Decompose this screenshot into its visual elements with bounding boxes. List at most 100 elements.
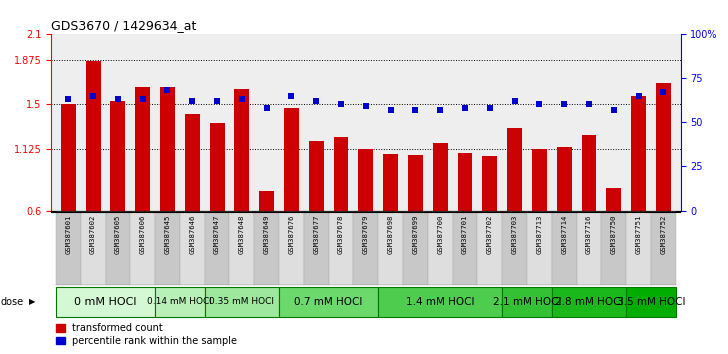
Text: GSM387676: GSM387676 — [288, 215, 294, 254]
Text: GSM387646: GSM387646 — [189, 215, 195, 254]
Point — [211, 98, 223, 104]
Bar — [408, 155, 423, 211]
Point — [608, 107, 620, 113]
Point — [534, 102, 545, 107]
Bar — [328, 212, 353, 285]
Text: 1.4 mM HOCl: 1.4 mM HOCl — [406, 297, 475, 307]
Bar — [383, 154, 398, 211]
Bar — [532, 149, 547, 211]
Text: GDS3670 / 1429634_at: GDS3670 / 1429634_at — [51, 19, 197, 33]
Text: 0 mM HOCl: 0 mM HOCl — [74, 297, 137, 307]
Text: GSM387605: GSM387605 — [115, 215, 121, 254]
Text: GSM387649: GSM387649 — [264, 215, 269, 254]
Point — [285, 93, 297, 98]
Bar — [379, 212, 403, 285]
Text: GSM387751: GSM387751 — [636, 215, 641, 254]
Bar — [185, 114, 199, 211]
Bar — [577, 212, 601, 285]
Text: GSM387699: GSM387699 — [412, 215, 419, 254]
Text: GSM387700: GSM387700 — [438, 215, 443, 254]
Bar — [333, 137, 349, 211]
Text: 0.14 mM HOCl: 0.14 mM HOCl — [148, 297, 213, 306]
Bar — [234, 89, 249, 211]
Text: 2.8 mM HOCl: 2.8 mM HOCl — [555, 297, 623, 307]
Point — [558, 102, 570, 107]
Bar — [606, 188, 621, 211]
Point — [87, 93, 99, 98]
Bar — [626, 287, 676, 317]
Text: GSM387752: GSM387752 — [660, 215, 666, 254]
Text: GSM387647: GSM387647 — [214, 215, 220, 254]
Bar — [527, 212, 552, 285]
Text: GSM387602: GSM387602 — [90, 215, 96, 254]
Point — [633, 93, 644, 98]
Bar — [304, 212, 328, 285]
Bar — [502, 287, 552, 317]
Bar — [557, 147, 571, 211]
Bar — [279, 212, 304, 285]
Point — [657, 89, 669, 95]
Text: 0.35 mM HOCl: 0.35 mM HOCl — [210, 297, 274, 306]
Text: GSM387702: GSM387702 — [487, 215, 493, 254]
Bar — [403, 212, 428, 285]
Point — [385, 107, 397, 113]
Bar — [155, 212, 180, 285]
Bar — [259, 190, 274, 211]
Bar — [130, 212, 155, 285]
Point — [335, 102, 347, 107]
Bar — [582, 135, 596, 211]
Bar — [111, 101, 125, 211]
Bar — [180, 212, 205, 285]
Point — [360, 103, 372, 109]
Bar — [552, 287, 626, 317]
Text: GSM387698: GSM387698 — [387, 215, 394, 254]
Text: dose: dose — [1, 297, 24, 307]
Point — [186, 98, 198, 104]
Text: 2.1 mM HOCl: 2.1 mM HOCl — [493, 297, 561, 307]
Bar — [210, 123, 224, 211]
Text: GSM387713: GSM387713 — [537, 215, 542, 254]
Bar — [483, 156, 497, 211]
Text: 0.7 mM HOCl: 0.7 mM HOCl — [294, 297, 363, 307]
Bar — [458, 153, 472, 211]
Bar — [56, 287, 155, 317]
Bar — [626, 212, 651, 285]
Text: GSM387716: GSM387716 — [586, 215, 592, 254]
Bar — [502, 212, 527, 285]
Bar — [432, 143, 448, 211]
Point — [583, 102, 595, 107]
Bar — [601, 212, 626, 285]
Bar — [160, 87, 175, 211]
Text: ▶: ▶ — [29, 297, 36, 306]
Bar — [61, 104, 76, 211]
Point — [261, 105, 272, 111]
Text: GSM387679: GSM387679 — [363, 215, 369, 254]
Bar — [284, 108, 299, 211]
Point — [459, 105, 471, 111]
Text: GSM387750: GSM387750 — [611, 215, 617, 254]
Bar — [229, 212, 254, 285]
Bar — [379, 287, 502, 317]
Bar — [656, 83, 670, 211]
Point — [112, 96, 124, 102]
Point — [236, 96, 248, 102]
Point — [484, 105, 496, 111]
Text: GSM387678: GSM387678 — [338, 215, 344, 254]
Text: GSM387606: GSM387606 — [140, 215, 146, 254]
Text: GSM387648: GSM387648 — [239, 215, 245, 254]
Bar — [651, 212, 676, 285]
Bar — [631, 96, 646, 211]
Legend: transformed count, percentile rank within the sample: transformed count, percentile rank withi… — [56, 324, 237, 346]
Bar — [507, 128, 522, 211]
Point — [410, 107, 422, 113]
Bar — [453, 212, 478, 285]
Point — [509, 98, 521, 104]
Point — [63, 96, 74, 102]
Bar — [428, 212, 453, 285]
Bar — [254, 212, 279, 285]
Bar — [81, 212, 106, 285]
Text: GSM387601: GSM387601 — [66, 215, 71, 254]
Bar — [279, 287, 379, 317]
Bar — [205, 287, 279, 317]
Bar — [106, 212, 130, 285]
